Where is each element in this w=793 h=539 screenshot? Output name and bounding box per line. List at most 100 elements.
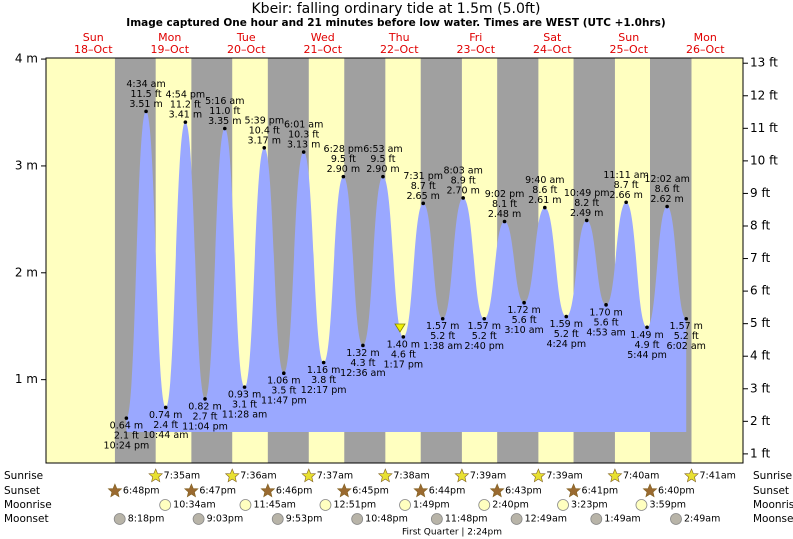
sunset-time: 6:45pm [352, 486, 389, 497]
moonset-time: 12:49am [525, 514, 567, 525]
tide-time: 1:17 pm [384, 359, 424, 370]
current-tide-marker [394, 323, 406, 333]
sunset-time: 6:43pm [505, 486, 542, 497]
sunrise-icon [377, 468, 393, 483]
tide-label-m: 2.62 m [650, 194, 683, 205]
tide-point [482, 316, 487, 321]
weekday: Mon [158, 31, 181, 44]
weekday: Fri [469, 31, 482, 44]
moonset-time: 10:48pm [365, 514, 408, 525]
tide-point [124, 416, 129, 420]
tide-label-ft: 8.7 ft [614, 180, 639, 191]
tide-label-ft: 2.1 ft [114, 431, 139, 442]
row-label: Moonset [753, 513, 793, 525]
moon-phase: First Quarter | 2:24pm [402, 528, 502, 538]
row-label: Sunrise [753, 470, 792, 482]
date: 23–Oct [456, 43, 495, 56]
tide-label-ft: 3.8 ft [311, 375, 336, 386]
tide-label-m: 3.35 m [208, 116, 241, 127]
moonset-icon [670, 513, 682, 525]
moonset-icon [351, 513, 364, 525]
tide-point [624, 200, 628, 205]
row-label: Moonset [4, 513, 49, 525]
tide-point [584, 218, 589, 223]
tide-label-m: 1.57 m [670, 321, 703, 332]
sunrise-time: 7:39am [546, 471, 582, 482]
tide-label-m: 1.72 m [507, 305, 540, 316]
sunrise-icon [148, 468, 164, 483]
moonrise-time: 3:23pm [571, 500, 608, 511]
y-tick-label: 4 m [15, 52, 38, 66]
row-label: Sunset [4, 485, 40, 497]
moonrise-time: 11:45am [253, 500, 295, 511]
y2-tick-label: 13 ft [750, 56, 778, 70]
tide-label-m: 0.64 m [110, 421, 143, 432]
tide-label-ft: 3.1 ft [232, 400, 257, 411]
moonset-time: 1:49am [604, 514, 640, 525]
y2-tick-label: 8 ft [750, 218, 770, 232]
sunrise-time: 7:36am [240, 471, 276, 482]
tide-point [684, 316, 689, 321]
sunset-time: 6:44pm [429, 486, 466, 497]
tide-label-ft: 5.2 ft [554, 329, 579, 340]
tide-point [421, 201, 426, 206]
tide-point [203, 397, 207, 401]
moonrise-icon [635, 499, 648, 511]
tide-point [604, 303, 608, 307]
tide-time: 11:11 am [603, 170, 648, 181]
date: 22–Oct [380, 43, 419, 56]
sunrise-time: 7:37am [317, 471, 353, 482]
sunrise-icon [224, 468, 240, 483]
sunrise-icon [530, 468, 546, 483]
sunset-time: 6:48pm [123, 486, 160, 497]
tide-point [163, 405, 168, 410]
tide-time: 7:31 pm [403, 171, 443, 182]
row-label: Sunset [753, 485, 789, 497]
sunset-icon [336, 483, 352, 498]
tide-point [242, 385, 247, 389]
moonrise-time: 3:59pm [649, 500, 686, 511]
date: 19–Oct [150, 43, 189, 56]
y2-tick-label: 12 ft [750, 88, 778, 102]
tide-label-ft: 11.0 ft [209, 106, 240, 117]
tide-label-m: 2.65 m [406, 191, 439, 202]
tide-label-m: 2.49 m [570, 208, 603, 219]
y2-tick-label: 9 ft [750, 186, 770, 200]
chart-subtitle: Image captured One hour and 21 minutes b… [126, 17, 665, 29]
tide-label-m: 2.90 m [366, 164, 399, 175]
tide-time: 8:03 am [443, 165, 482, 176]
tide-label-m: 1.57 m [426, 321, 459, 332]
sunrise-time: 7:40am [623, 471, 659, 482]
tide-label-ft: 9.5 ft [331, 154, 356, 165]
y2-tick-label: 6 ft [750, 284, 770, 298]
tide-time: 10:49 pm [564, 188, 610, 199]
moonset-icon [192, 513, 205, 525]
tide-label-m: 1.16 m [307, 365, 340, 376]
tide-time: 12:02 am [644, 174, 689, 185]
tide-label-m: 0.82 m [188, 401, 221, 412]
tide-label-m: 3.17 m [248, 135, 281, 146]
tide-label-m: 1.59 m [550, 319, 583, 330]
tide-time: 1:38 am [423, 341, 462, 352]
tide-point [522, 300, 526, 305]
moonset-icon [430, 513, 443, 525]
sunset-icon [413, 483, 429, 498]
tide-point [301, 150, 306, 154]
tide-point [401, 335, 406, 339]
moonrise-time: 12:51pm [333, 500, 376, 511]
date: 21–Oct [303, 43, 342, 56]
tide-label-m: 2.48 m [488, 209, 521, 220]
tide-label-ft: 8.2 ft [574, 198, 599, 209]
tide-time: 4:53 am [586, 327, 625, 338]
date: 25–Oct [609, 43, 648, 56]
y-tick-label: 1 m [15, 372, 38, 386]
tide-label-ft: 4.3 ft [350, 358, 375, 369]
tide-time: 5:16 am [205, 96, 244, 107]
tide-point [361, 343, 365, 348]
tide-point [645, 325, 649, 330]
weekday: Sun [83, 31, 104, 44]
tide-label-m: 0.74 m [149, 410, 182, 421]
moonrise-time: 10:34am [173, 500, 215, 511]
sunrise-time: 7:41am [699, 471, 735, 482]
row-label: Moonrise [4, 499, 52, 511]
